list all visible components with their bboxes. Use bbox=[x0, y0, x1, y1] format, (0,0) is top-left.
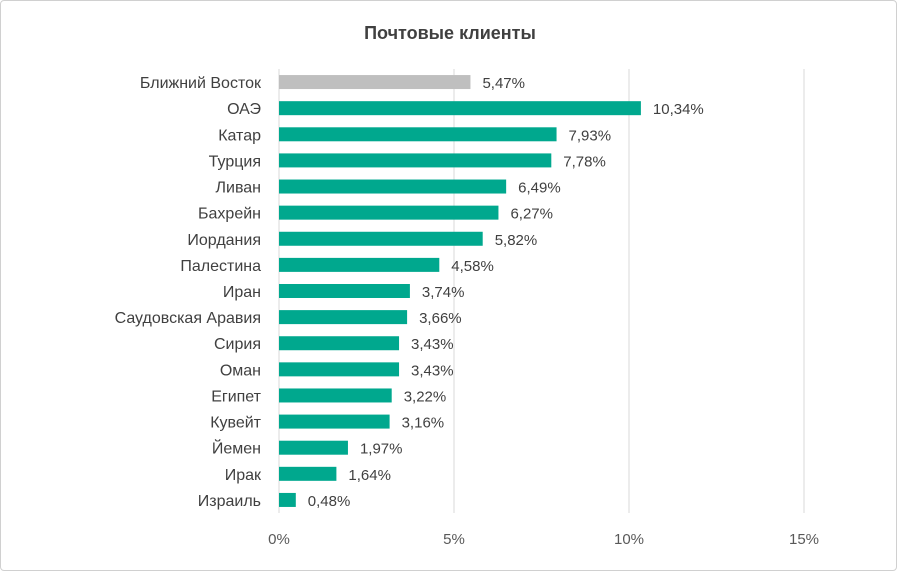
category-label: Палестина bbox=[180, 258, 261, 275]
category-label: Йемен bbox=[212, 439, 261, 458]
bar bbox=[279, 101, 641, 116]
data-label: 3,43% bbox=[411, 362, 454, 379]
category-label: Турция bbox=[209, 153, 261, 170]
data-label: 10,34% bbox=[653, 101, 704, 118]
category-label: Катар bbox=[218, 127, 261, 144]
bar bbox=[279, 362, 400, 377]
category-label: Иордания bbox=[187, 232, 261, 249]
data-label: 5,82% bbox=[495, 232, 538, 249]
bar bbox=[279, 75, 471, 90]
category-label: Ливан bbox=[216, 180, 262, 197]
bar bbox=[279, 466, 337, 481]
category-label: Египет bbox=[211, 388, 261, 405]
bar bbox=[279, 231, 483, 246]
category-label: Израиль bbox=[198, 493, 261, 510]
x-tick-label: 5% bbox=[443, 531, 465, 548]
bar bbox=[279, 310, 408, 325]
data-label: 3,66% bbox=[419, 310, 462, 327]
category-label: Кувейт bbox=[210, 415, 261, 432]
category-label: Бахрейн bbox=[198, 206, 261, 223]
bar bbox=[279, 257, 440, 272]
bar bbox=[279, 127, 557, 142]
bar bbox=[279, 388, 392, 403]
data-label: 7,78% bbox=[563, 153, 606, 170]
bar bbox=[279, 336, 400, 351]
data-label: 1,97% bbox=[360, 441, 403, 458]
data-label: 3,43% bbox=[411, 336, 454, 353]
category-label: ОАЭ bbox=[227, 101, 261, 118]
data-label: 3,16% bbox=[402, 415, 445, 432]
x-tick-label: 0% bbox=[268, 531, 290, 548]
bar bbox=[279, 153, 552, 168]
bar bbox=[279, 284, 410, 298]
data-label: 4,58% bbox=[451, 258, 494, 275]
data-label: 6,27% bbox=[510, 206, 553, 223]
x-tick-label: 10% bbox=[614, 531, 644, 548]
bar bbox=[279, 414, 390, 429]
bar bbox=[279, 492, 296, 507]
category-label: Иран bbox=[223, 284, 261, 301]
bar bbox=[279, 205, 499, 220]
category-label: Саудовская Аравия bbox=[115, 310, 261, 327]
data-label: 1,64% bbox=[348, 467, 391, 484]
chart-title: Почтовые клиенты bbox=[364, 23, 536, 43]
bar bbox=[279, 179, 507, 194]
category-label: Оман bbox=[220, 362, 261, 379]
x-tick-label: 15% bbox=[789, 531, 819, 548]
data-label: 6,49% bbox=[518, 180, 561, 197]
data-label: 3,22% bbox=[404, 388, 447, 405]
data-label: 0,48% bbox=[308, 493, 351, 510]
data-label: 5,47% bbox=[482, 75, 525, 92]
category-label: Сирия bbox=[214, 336, 261, 353]
category-label: Ирак bbox=[225, 467, 262, 484]
data-label: 7,93% bbox=[569, 127, 612, 144]
bar bbox=[279, 440, 348, 455]
data-label: 3,74% bbox=[422, 284, 465, 301]
category-label: Ближний Восток bbox=[140, 75, 262, 92]
